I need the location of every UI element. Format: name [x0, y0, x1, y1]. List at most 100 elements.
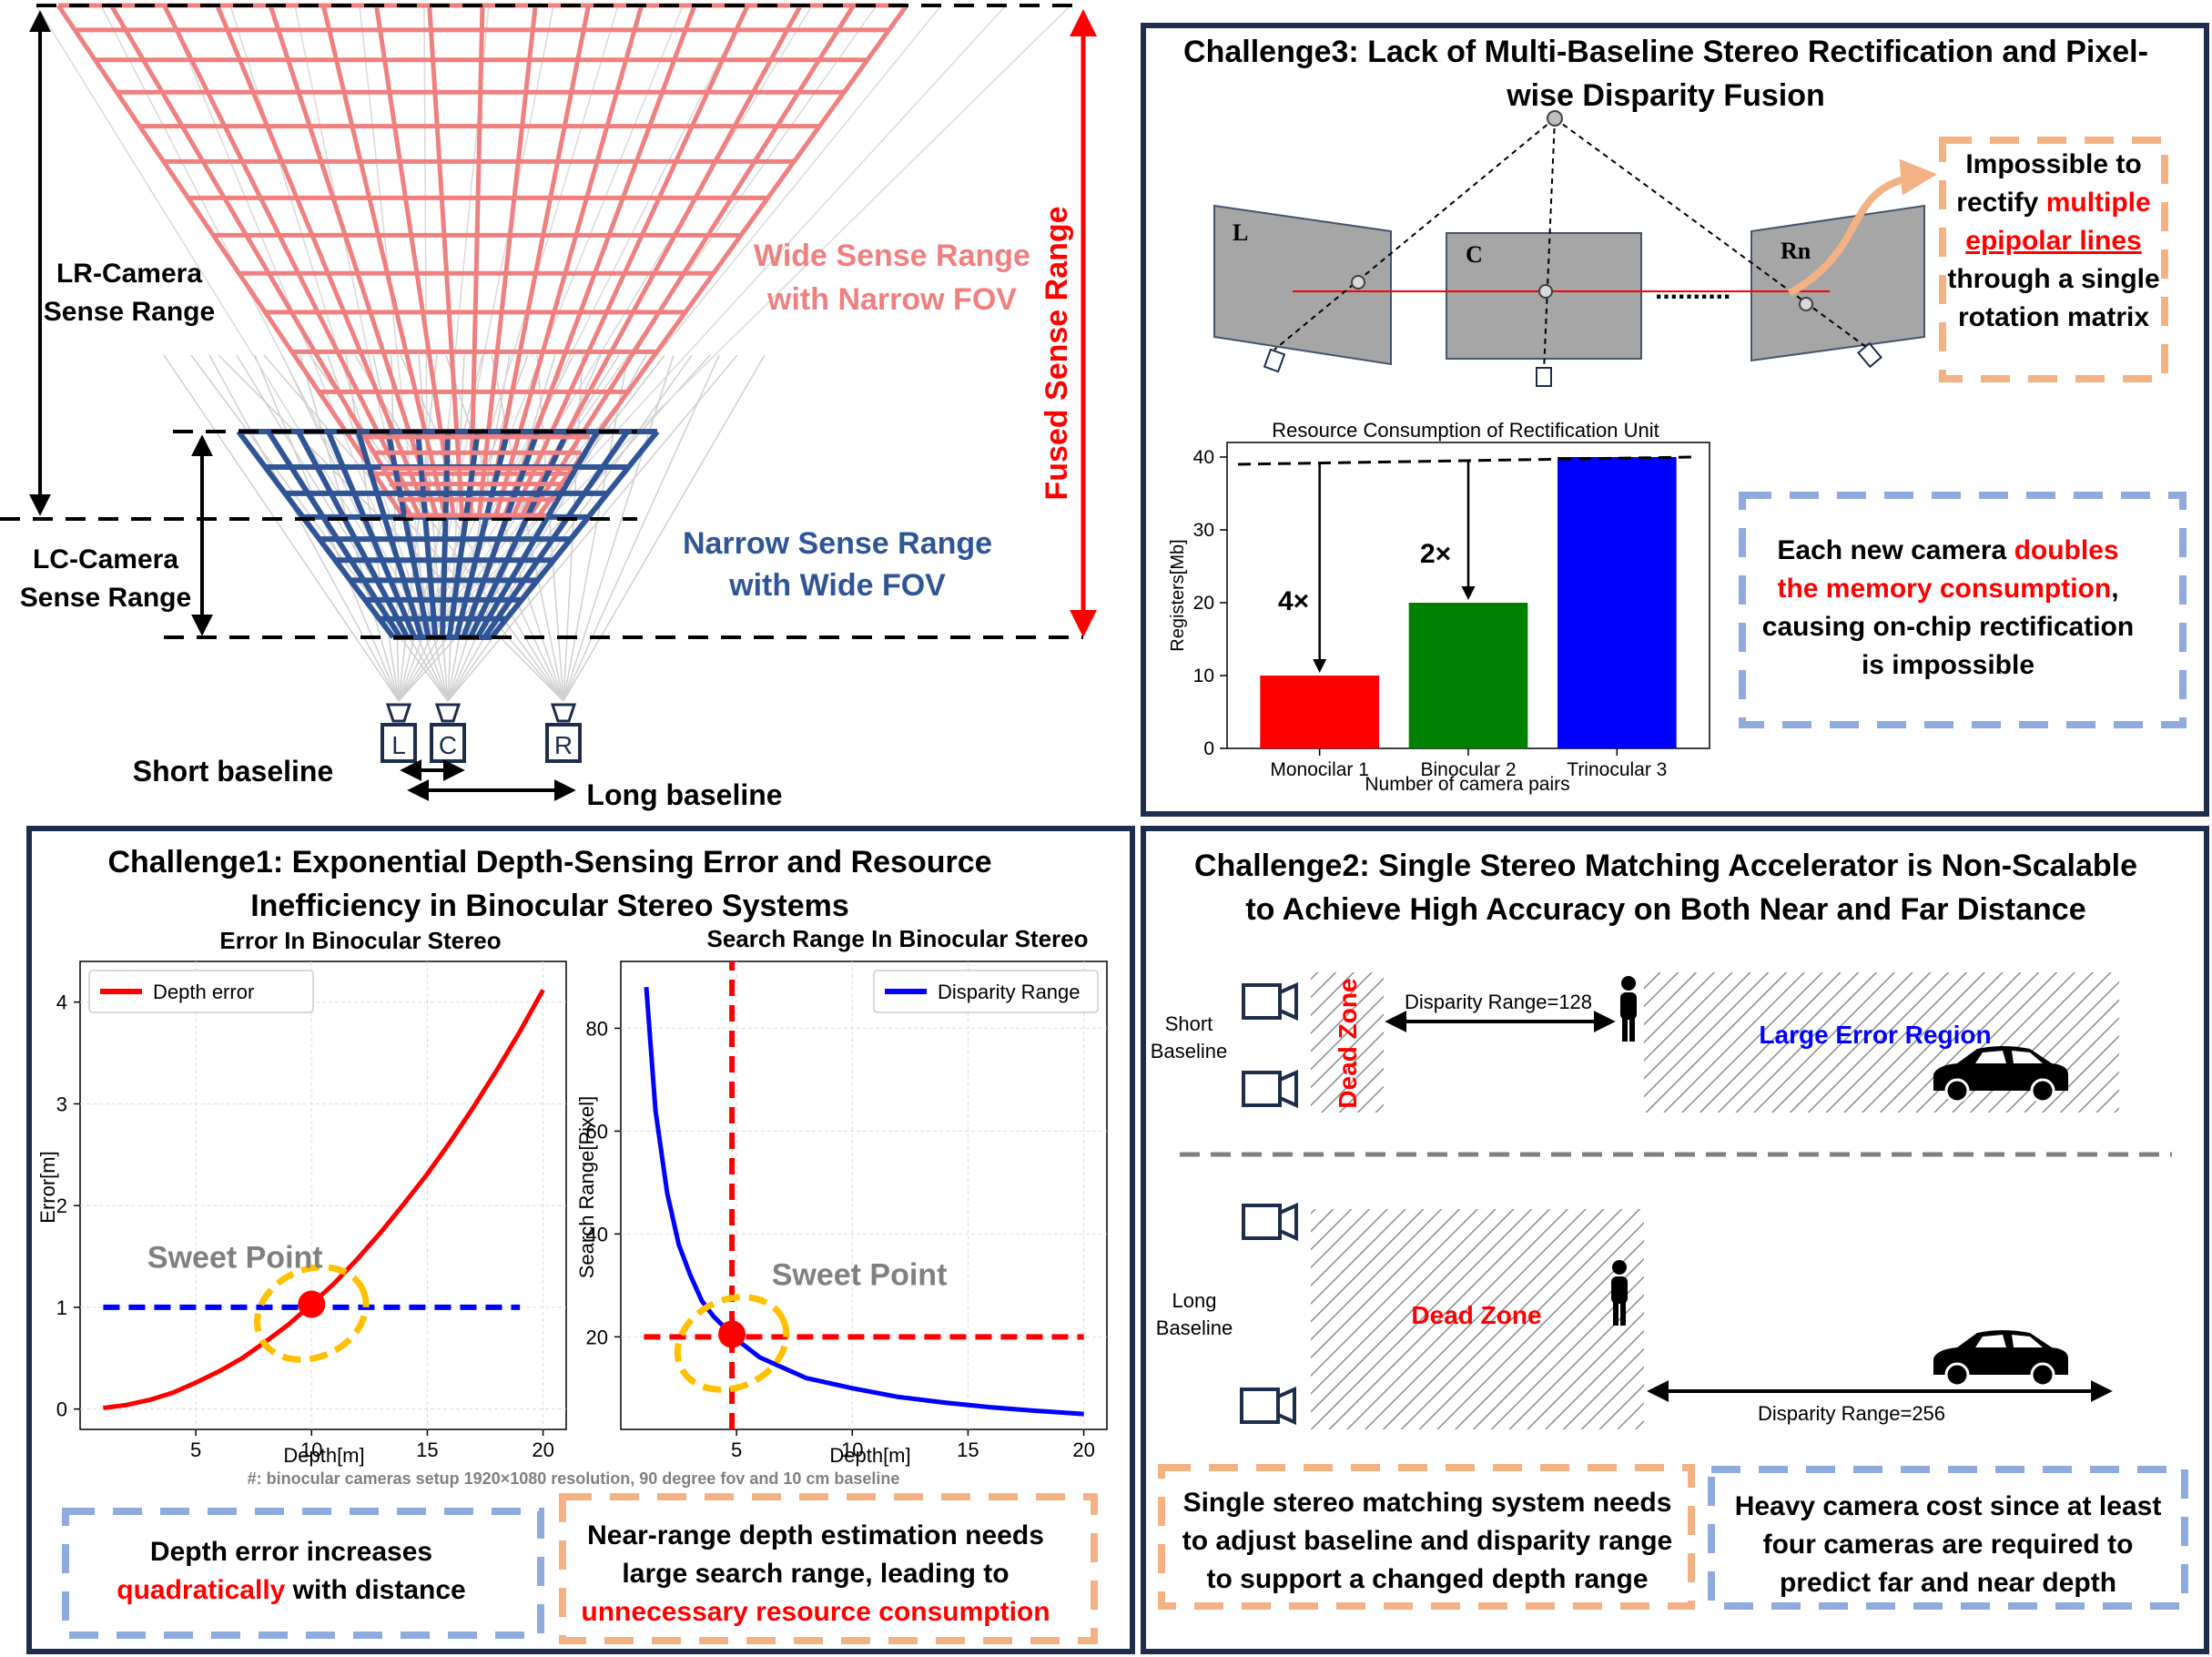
narrow-grid-col: [440, 431, 451, 638]
narrow-grid-col: [474, 430, 600, 639]
lc-label-2: Sense Range: [20, 583, 191, 613]
sweet-point-ring: [254, 1264, 370, 1363]
chart-frame: [79, 961, 567, 1430]
ytick-label: 2: [56, 1194, 67, 1217]
person-icon-long: [1611, 1260, 1628, 1326]
challenge3-title-2: wise Disparity Fusion: [1506, 78, 1825, 113]
bar-2: [1408, 603, 1528, 748]
narrow-grid-col: [446, 431, 481, 638]
memory-box: [1739, 492, 2187, 728]
impossible-box: [1939, 137, 2168, 382]
cam-icon-C: [1536, 367, 1552, 387]
bar-xtick-label: Binocular 2: [1420, 759, 1516, 780]
car-icon-short: [1933, 1046, 2068, 1103]
challenge1-panel: Challenge1: Exponential Depth-Sensing Er…: [26, 826, 1135, 1654]
ytick-label: 60: [586, 1120, 608, 1143]
bar-xtick-label: Monocilar 1: [1270, 759, 1369, 780]
xtick-label: 5: [190, 1438, 201, 1461]
sweet-point-label: Sweet Point: [772, 1258, 948, 1293]
ytick-label: 0: [56, 1398, 67, 1421]
search-chart-ylabel: Search Range[Pixel]: [575, 1096, 598, 1279]
narrow-grid-col: [453, 431, 511, 638]
car-icon-long: [1933, 1330, 2068, 1388]
bar-ytick-label: 30: [1193, 520, 1214, 541]
sweet-point-marker: [718, 1320, 746, 1348]
sweet-point-ring: [674, 1294, 790, 1393]
long-cam-bottom: [1240, 1386, 1296, 1426]
bar-annotation-2x: 2×: [1420, 539, 1451, 569]
disparity-256-label: Disparity Range=256: [1758, 1402, 1945, 1425]
wide-label-2: with Narrow FOV: [766, 282, 1017, 317]
challenge1-title-2: Inefficiency in Binocular Stereo Systems: [250, 889, 849, 923]
search-range-chart: Search Range In Binocular Stereo Search …: [575, 925, 1108, 1467]
ytick-label: 80: [586, 1017, 608, 1040]
disparity-128-label: Disparity Range=128: [1405, 991, 1592, 1013]
camera-ray: [427, 5, 942, 638]
camera-ray: [163, 354, 400, 702]
cost-line2: four cameras are required to: [1763, 1530, 2134, 1560]
camera-ray: [359, 5, 429, 638]
camera-cost-box: [1708, 1466, 2188, 1610]
camera-ray: [208, 354, 400, 702]
search-chart-title: Search Range In Binocular Stereo: [706, 925, 1088, 952]
challenge1-title-1: Challenge1: Exponential Depth-Sensing Er…: [107, 845, 991, 879]
adjust-line3: to support a changed depth range: [1206, 1564, 1648, 1594]
memory-line3: causing on-chip rectification: [1762, 612, 2134, 642]
camera-ray: [391, 354, 400, 702]
xtick-label: 10: [300, 1438, 322, 1461]
dead-zone-short-label: Dead Zone: [1334, 978, 1362, 1108]
camera-ray: [427, 5, 684, 638]
impossible-line4: through a single: [1947, 264, 2159, 294]
search-range-line1: Near-range depth estimation needs: [587, 1520, 1044, 1550]
camera-ray: [263, 354, 564, 702]
camera-ray: [254, 354, 400, 702]
search-range-line3: unnecessary resource consumption: [581, 1597, 1050, 1627]
narrow-grid-col: [296, 430, 411, 639]
camera-ray: [563, 354, 675, 702]
short-baseline-label: Short baseline: [133, 755, 334, 788]
challenge2-panel: Challenge2: Single Stereo Matching Accel…: [1141, 826, 2209, 1654]
camera-ray: [354, 354, 564, 702]
plane-Rn: [1750, 204, 1925, 362]
error-chart-ylabel: Error[m]: [36, 1151, 59, 1223]
camera-L-label: L: [391, 731, 406, 759]
xtick-label: 15: [416, 1438, 438, 1461]
challenge2-title-1: Challenge2: Single Stereo Matching Accel…: [1194, 849, 2137, 883]
narrow-grid-col: [461, 430, 541, 639]
series-line: [644, 987, 1084, 1417]
world-point: [1547, 110, 1563, 127]
large-error-label: Large Error Region: [1759, 1021, 1991, 1049]
narrow-grid-col: [325, 430, 417, 639]
challenge3-border: [1141, 23, 2209, 817]
bar-ytick-label: 10: [1193, 666, 1214, 686]
camera-R: R: [545, 703, 582, 763]
ray-L: [1273, 117, 1556, 351]
challenge3-panel: Challenge3: Lack of Multi-Baseline Stere…: [1141, 23, 2209, 817]
camera-ray: [345, 354, 400, 702]
fused-label: Fused Sense Range: [1040, 206, 1074, 500]
adjust-baseline-box: [1158, 1464, 1695, 1610]
camera-ray: [281, 354, 449, 702]
depth-error-chart: Error In Binocular Stereo Error[m] Depth…: [36, 927, 567, 1467]
short-baseline-line1: Short: [1165, 1012, 1213, 1035]
camera-ray: [447, 354, 693, 702]
camera-ray: [563, 354, 720, 702]
narrow-grid-col: [355, 431, 424, 638]
impossible-line3: epipolar lines: [1965, 226, 2141, 256]
camera-ray: [100, 5, 429, 638]
plane-dots: ..........: [1655, 275, 1730, 305]
proj-point-C: [1538, 284, 1553, 299]
camera-L: L: [381, 703, 417, 763]
short-cam-bottom: [1242, 1069, 1298, 1109]
setup-footnote: #: binocular cameras setup 1920×1080 res…: [248, 1469, 900, 1488]
xtick-label: 5: [731, 1438, 742, 1461]
camera-C-label: C: [439, 731, 457, 759]
bar-3: [1558, 457, 1677, 748]
xtick-label: 15: [957, 1438, 979, 1461]
ytick-label: 40: [586, 1223, 608, 1245]
camera-ray: [398, 354, 483, 702]
narrow-grid-col: [415, 431, 439, 638]
camera-ray: [447, 354, 465, 702]
series-line: [103, 989, 545, 1410]
person-icon-short: [1620, 976, 1637, 1042]
